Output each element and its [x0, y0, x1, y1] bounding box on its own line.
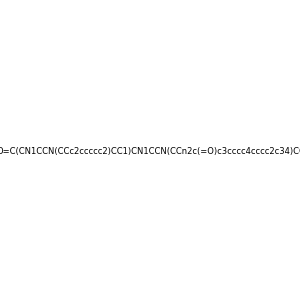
Text: O=C(CN1CCN(CCc2ccccc2)CC1)CN1CCN(CCn2c(=O)c3cccc4cccc2c34)CC1: O=C(CN1CCN(CCc2ccccc2)CC1)CN1CCN(CCn2c(=… [0, 147, 300, 156]
